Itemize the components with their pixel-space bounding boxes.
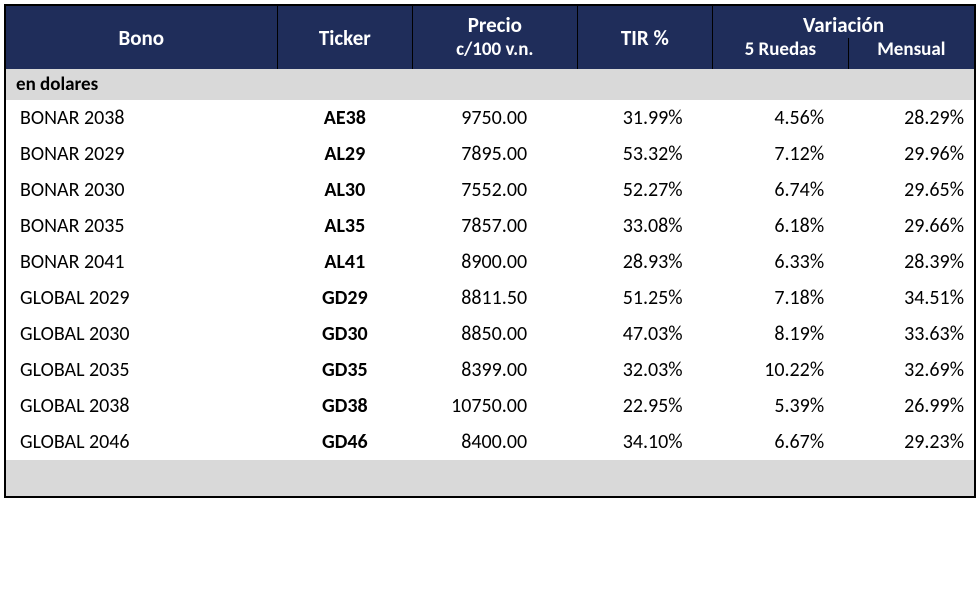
cell-varm: 29.23% [848, 424, 974, 460]
header-ticker: Ticker [277, 6, 413, 69]
cell-tir: 51.25% [577, 280, 713, 316]
cell-bono: BONAR 2030 [6, 172, 277, 208]
cell-ticker: GD29 [277, 280, 413, 316]
cell-precio: 9750.00 [413, 100, 578, 136]
cell-precio: 10750.00 [413, 388, 578, 424]
table-body: en dolares BONAR 2038AE389750.0031.99%4.… [6, 69, 974, 496]
cell-var5: 7.18% [713, 280, 849, 316]
cell-ticker: AL41 [277, 244, 413, 280]
cell-var5: 10.22% [713, 352, 849, 388]
section-label: en dolares [6, 69, 974, 100]
cell-ticker: AL35 [277, 208, 413, 244]
cell-precio: 8811.50 [413, 280, 578, 316]
cell-precio: 7895.00 [413, 136, 578, 172]
cell-precio: 8900.00 [413, 244, 578, 280]
header-tir: TIR % [577, 6, 713, 69]
table-row: BONAR 2041AL418900.0028.93%6.33%28.39% [6, 244, 974, 280]
header-precio-bottom: c/100 v.n. [413, 38, 578, 69]
cell-varm: 26.99% [848, 388, 974, 424]
table-row: BONAR 2038AE389750.0031.99%4.56%28.29% [6, 100, 974, 136]
table-header: Bono Ticker Precio TIR % Variación c/100… [6, 6, 974, 69]
spacer-row [6, 460, 974, 496]
cell-bono: GLOBAL 2035 [6, 352, 277, 388]
cell-tir: 28.93% [577, 244, 713, 280]
table-row: GLOBAL 2038GD3810750.0022.95%5.39%26.99% [6, 388, 974, 424]
cell-precio: 8400.00 [413, 424, 578, 460]
cell-tir: 47.03% [577, 316, 713, 352]
cell-var5: 8.19% [713, 316, 849, 352]
cell-var5: 6.33% [713, 244, 849, 280]
table-row: BONAR 2030AL307552.0052.27%6.74%29.65% [6, 172, 974, 208]
cell-tir: 53.32% [577, 136, 713, 172]
cell-var5: 5.39% [713, 388, 849, 424]
header-var5: 5 Ruedas [713, 38, 849, 69]
cell-bono: GLOBAL 2029 [6, 280, 277, 316]
header-bono: Bono [6, 6, 277, 69]
table-row: GLOBAL 2029GD298811.5051.25%7.18%34.51% [6, 280, 974, 316]
cell-varm: 32.69% [848, 352, 974, 388]
cell-varm: 29.65% [848, 172, 974, 208]
cell-bono: BONAR 2041 [6, 244, 277, 280]
cell-ticker: AL29 [277, 136, 413, 172]
bonds-table: Bono Ticker Precio TIR % Variación c/100… [6, 6, 974, 496]
cell-tir: 31.99% [577, 100, 713, 136]
cell-ticker: AE38 [277, 100, 413, 136]
header-precio-top: Precio [413, 6, 578, 38]
cell-var5: 4.56% [713, 100, 849, 136]
cell-varm: 33.63% [848, 316, 974, 352]
cell-ticker: AL30 [277, 172, 413, 208]
cell-tir: 33.08% [577, 208, 713, 244]
cell-tir: 34.10% [577, 424, 713, 460]
spacer-cell [6, 460, 974, 496]
cell-precio: 7552.00 [413, 172, 578, 208]
cell-bono: GLOBAL 2046 [6, 424, 277, 460]
cell-varm: 28.39% [848, 244, 974, 280]
cell-varm: 28.29% [848, 100, 974, 136]
bonds-table-container: Bono Ticker Precio TIR % Variación c/100… [4, 4, 976, 498]
cell-ticker: GD38 [277, 388, 413, 424]
cell-var5: 6.74% [713, 172, 849, 208]
table-row: GLOBAL 2035GD358399.0032.03%10.22%32.69% [6, 352, 974, 388]
cell-bono: GLOBAL 2038 [6, 388, 277, 424]
cell-precio: 7857.00 [413, 208, 578, 244]
table-row: BONAR 2035AL357857.0033.08%6.18%29.66% [6, 208, 974, 244]
section-row: en dolares [6, 69, 974, 100]
table-row: GLOBAL 2030GD308850.0047.03%8.19%33.63% [6, 316, 974, 352]
cell-var5: 7.12% [713, 136, 849, 172]
cell-varm: 29.96% [848, 136, 974, 172]
cell-ticker: GD35 [277, 352, 413, 388]
cell-bono: BONAR 2035 [6, 208, 277, 244]
cell-tir: 52.27% [577, 172, 713, 208]
header-variacion-group: Variación [713, 6, 974, 38]
cell-tir: 22.95% [577, 388, 713, 424]
cell-bono: BONAR 2038 [6, 100, 277, 136]
cell-tir: 32.03% [577, 352, 713, 388]
cell-var5: 6.18% [713, 208, 849, 244]
cell-precio: 8399.00 [413, 352, 578, 388]
header-varm: Mensual [848, 38, 974, 69]
cell-ticker: GD30 [277, 316, 413, 352]
cell-bono: GLOBAL 2030 [6, 316, 277, 352]
cell-var5: 6.67% [713, 424, 849, 460]
table-row: BONAR 2029AL297895.0053.32%7.12%29.96% [6, 136, 974, 172]
cell-bono: BONAR 2029 [6, 136, 277, 172]
cell-ticker: GD46 [277, 424, 413, 460]
cell-precio: 8850.00 [413, 316, 578, 352]
cell-varm: 34.51% [848, 280, 974, 316]
table-row: GLOBAL 2046GD468400.0034.10%6.67%29.23% [6, 424, 974, 460]
cell-varm: 29.66% [848, 208, 974, 244]
